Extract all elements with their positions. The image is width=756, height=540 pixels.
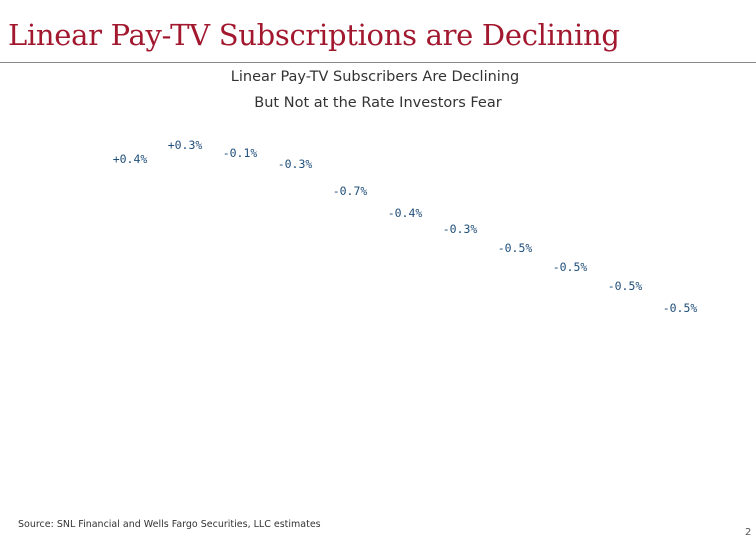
data-label-7: -0.3% xyxy=(443,222,478,236)
data-label-10: -0.5% xyxy=(608,279,643,293)
chart-subtitle: But Not at the Rate Investors Fear xyxy=(254,95,502,111)
data-label-4: -0.3% xyxy=(278,157,313,171)
data-label-5: -0.7% xyxy=(333,184,368,198)
data-label-6: -0.4% xyxy=(388,206,423,220)
slide-title: Linear Pay-TV Subscriptions are Declinin… xyxy=(8,18,620,52)
chart-title: Linear Pay-TV Subscribers Are Declining xyxy=(230,69,520,85)
data-label-11: -0.5% xyxy=(663,301,698,315)
title-divider xyxy=(0,62,756,63)
data-label-8: -0.5% xyxy=(498,241,533,255)
page-number: 2 xyxy=(745,527,752,538)
data-label-3: -0.1% xyxy=(223,146,258,160)
data-label-9: -0.5% xyxy=(553,260,588,274)
data-label-1: +0.4% xyxy=(113,152,148,166)
data-label-2: +0.3% xyxy=(168,138,203,152)
source-note: Source: SNL Financial and Wells Fargo Se… xyxy=(18,519,321,530)
